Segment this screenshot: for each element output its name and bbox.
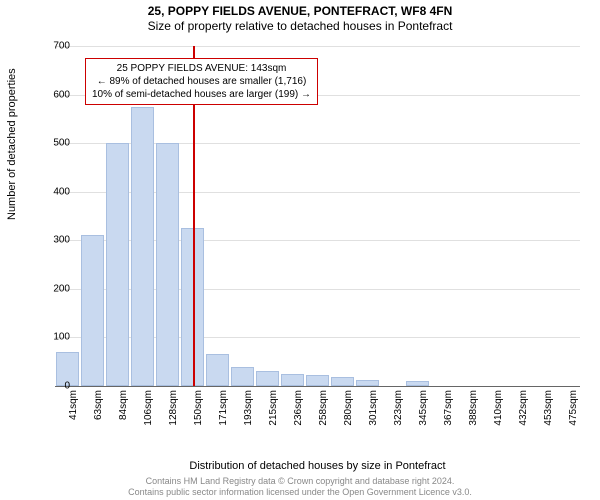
histogram-bar [156, 143, 179, 386]
annotation-line1: 25 POPPY FIELDS AVENUE: 143sqm [92, 62, 311, 75]
y-axis-label: Number of detached properties [6, 68, 18, 220]
footer-text: Contains HM Land Registry data © Crown c… [0, 476, 600, 498]
y-tick-label: 200 [40, 283, 70, 294]
footer-line2: Contains public sector information licen… [0, 487, 600, 498]
histogram-bar [281, 374, 304, 386]
x-tick-label: 323sqm [393, 390, 404, 440]
footer-line1: Contains HM Land Registry data © Crown c… [0, 476, 600, 487]
x-tick-label: 280sqm [343, 390, 354, 440]
x-tick-label: 171sqm [218, 390, 229, 440]
x-tick-label: 193sqm [243, 390, 254, 440]
x-tick-label: 150sqm [193, 390, 204, 440]
histogram-bar [306, 375, 329, 386]
x-tick-label: 84sqm [118, 390, 129, 440]
histogram-bar [206, 354, 229, 386]
plot-region: 25 POPPY FIELDS AVENUE: 143sqm← 89% of d… [55, 46, 580, 386]
histogram-bar [356, 380, 379, 386]
histogram-bar [106, 143, 129, 386]
y-tick-label: 0 [40, 381, 70, 392]
histogram-bar [331, 377, 354, 386]
x-tick-label: 258sqm [318, 390, 329, 440]
x-tick-label: 410sqm [493, 390, 504, 440]
histogram-bar [131, 107, 154, 386]
x-tick-label: 388sqm [468, 390, 479, 440]
annotation-line3: 10% of semi-detached houses are larger (… [92, 88, 311, 101]
x-tick-label: 236sqm [293, 390, 304, 440]
chart-title-sub: Size of property relative to detached ho… [0, 18, 600, 33]
annotation-line2: ← 89% of detached houses are smaller (1,… [92, 75, 311, 88]
gridline [55, 46, 580, 47]
x-tick-label: 63sqm [93, 390, 104, 440]
x-tick-label: 301sqm [368, 390, 379, 440]
x-tick-label: 432sqm [518, 390, 529, 440]
x-axis-label: Distribution of detached houses by size … [55, 460, 580, 472]
chart-area: 25 POPPY FIELDS AVENUE: 143sqm← 89% of d… [55, 46, 580, 408]
y-tick-label: 100 [40, 332, 70, 343]
y-tick-label: 300 [40, 235, 70, 246]
chart-title-main: 25, POPPY FIELDS AVENUE, PONTEFRACT, WF8… [0, 0, 600, 18]
histogram-bar [406, 381, 429, 386]
y-tick-label: 400 [40, 186, 70, 197]
x-tick-label: 367sqm [443, 390, 454, 440]
y-tick-label: 500 [40, 138, 70, 149]
histogram-bar [81, 235, 104, 386]
histogram-bar [256, 371, 279, 386]
chart-container: 25, POPPY FIELDS AVENUE, PONTEFRACT, WF8… [0, 0, 600, 500]
annotation-box: 25 POPPY FIELDS AVENUE: 143sqm← 89% of d… [85, 58, 318, 105]
y-tick-label: 600 [40, 89, 70, 100]
gridline [55, 386, 580, 387]
x-tick-label: 128sqm [168, 390, 179, 440]
x-tick-label: 475sqm [568, 390, 579, 440]
x-tick-label: 345sqm [418, 390, 429, 440]
x-tick-label: 215sqm [268, 390, 279, 440]
x-tick-label: 106sqm [143, 390, 154, 440]
histogram-bar [231, 367, 254, 386]
x-tick-label: 453sqm [543, 390, 554, 440]
y-tick-label: 700 [40, 41, 70, 52]
x-tick-label: 41sqm [68, 390, 79, 440]
